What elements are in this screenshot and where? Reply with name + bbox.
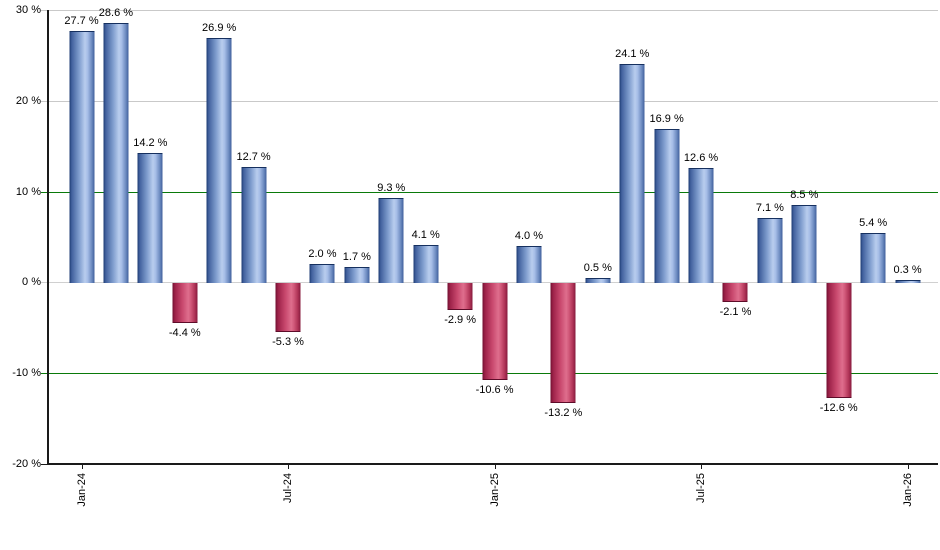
bar-value-label: 7.1 % bbox=[755, 201, 784, 214]
bar bbox=[791, 205, 817, 284]
bar-value-label: 0.5 % bbox=[583, 261, 612, 274]
y-tick-label: 10 % bbox=[15, 185, 41, 198]
bar-value-label: -10.6 % bbox=[475, 383, 514, 396]
y-tick-mark bbox=[41, 100, 48, 102]
x-tick-mark bbox=[288, 465, 290, 469]
x-tick-label: Jan-24 bbox=[75, 473, 88, 507]
bar bbox=[688, 167, 714, 284]
bar bbox=[413, 245, 439, 284]
y-tick-mark bbox=[41, 10, 48, 11]
bar-value-label: 24.1 % bbox=[615, 47, 650, 60]
bar-value-label: 12.7 % bbox=[236, 151, 271, 164]
bar bbox=[619, 63, 645, 284]
x-tick-label: Jan-26 bbox=[901, 473, 914, 507]
bar bbox=[241, 167, 267, 284]
bar-value-label: 27.7 % bbox=[64, 14, 99, 27]
bar-value-label: -2.1 % bbox=[719, 306, 752, 319]
bar-value-label: 8.5 % bbox=[790, 189, 819, 202]
bar-value-label: 28.6 % bbox=[98, 6, 134, 19]
bar bbox=[275, 283, 301, 332]
bar bbox=[378, 197, 404, 284]
bar-value-label: -12.6 % bbox=[819, 401, 858, 414]
bar-value-label: 4.0 % bbox=[514, 230, 544, 243]
y-tick-label: 30 % bbox=[15, 4, 41, 16]
bar bbox=[206, 38, 232, 284]
bar bbox=[309, 264, 335, 284]
x-tick-label: Jan-25 bbox=[488, 473, 501, 507]
y-axis-line bbox=[47, 10, 49, 465]
gridline bbox=[49, 282, 938, 284]
bar bbox=[516, 246, 542, 284]
threshold-line bbox=[49, 191, 938, 193]
x-tick-mark bbox=[494, 465, 496, 469]
bar bbox=[344, 266, 370, 284]
gridline bbox=[49, 100, 938, 102]
gridline bbox=[49, 10, 938, 11]
y-tick-mark bbox=[41, 282, 48, 284]
x-tick-label: Jul-24 bbox=[282, 473, 295, 503]
bar-value-label: 4.1 % bbox=[411, 229, 440, 242]
bar-value-label: 26.9 % bbox=[202, 22, 237, 35]
bar bbox=[447, 283, 473, 310]
y-tick-label: 0 % bbox=[22, 276, 41, 289]
bar-value-label: -5.3 % bbox=[272, 335, 304, 348]
bar-value-label: -4.4 % bbox=[168, 327, 201, 340]
bar bbox=[137, 153, 163, 284]
bar bbox=[722, 283, 748, 303]
bar bbox=[585, 277, 611, 284]
bar-value-label: 16.9 % bbox=[649, 112, 684, 125]
plot-area: 30 % 20 % 10 % 0 % -10 % -20 % 27.7 % 28.6 % 14… bbox=[12, 4, 938, 507]
x-tick-mark bbox=[701, 465, 703, 469]
bar-value-label: 0.3 % bbox=[893, 263, 922, 276]
bar bbox=[757, 217, 783, 284]
y-tick-mark bbox=[41, 373, 48, 375]
bar-value-label: -13.2 % bbox=[544, 407, 583, 420]
x-tick-mark bbox=[81, 465, 83, 469]
bar bbox=[654, 128, 680, 284]
y-tick-mark bbox=[41, 464, 48, 465]
x-tick-label: Jul-25 bbox=[695, 473, 708, 503]
y-tick-mark bbox=[41, 191, 48, 193]
bar-value-label: -2.9 % bbox=[444, 313, 477, 326]
bar-value-label: 14.2 % bbox=[133, 137, 168, 150]
bar-value-label: 2.0 % bbox=[308, 248, 337, 261]
bar bbox=[482, 283, 508, 380]
y-tick-label: -20 % bbox=[12, 458, 41, 470]
x-axis-line bbox=[49, 463, 938, 465]
bar bbox=[69, 30, 94, 284]
bar-value-label: 5.4 % bbox=[859, 217, 888, 230]
bar bbox=[826, 283, 852, 398]
bar-value-label: 1.7 % bbox=[342, 250, 371, 263]
x-tick-mark bbox=[907, 465, 909, 469]
y-tick-label: -10 % bbox=[12, 367, 41, 380]
bar-value-label: 9.3 % bbox=[377, 181, 406, 194]
bar bbox=[860, 233, 886, 284]
bar bbox=[895, 279, 921, 284]
bar bbox=[550, 283, 576, 404]
bar-value-label: 12.6 % bbox=[683, 151, 719, 164]
bar bbox=[172, 283, 198, 324]
bar bbox=[103, 22, 129, 284]
y-tick-label: 20 % bbox=[15, 94, 41, 107]
